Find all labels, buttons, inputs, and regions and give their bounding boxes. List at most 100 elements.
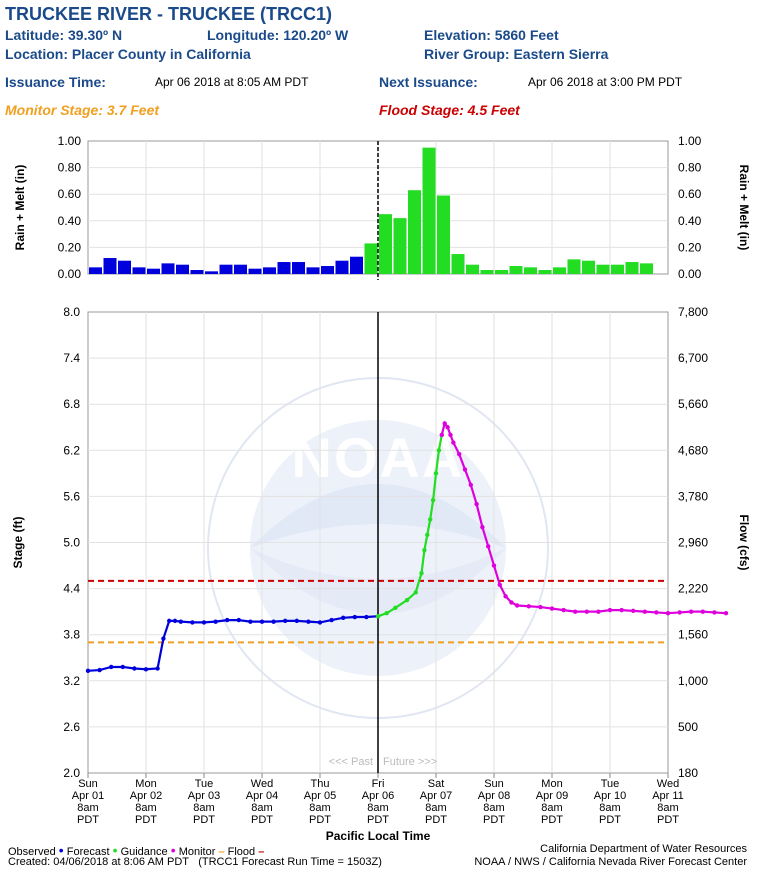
observed-stage-point [109,664,114,670]
stage-xtick-label: Apr 09 [536,790,568,802]
observed-stage-point [306,619,311,624]
stage-ytick-left: 8.0 [63,305,80,319]
forecast-rain-bar [393,218,407,274]
forecast-rain-bar [408,190,421,274]
created-timestamp: Created: 04/06/2018 at 8:06 AM PDT (TRCC… [8,856,382,868]
monitor-stage-point [677,610,682,615]
forecast-rain-bar [640,263,653,274]
legend-flood: Flood [227,846,256,858]
stage-xtick-label: 8am [483,802,504,814]
forecast-rain-bar [495,270,508,274]
stage-xtick-label: Apr 02 [130,790,162,802]
forecast-rain-bar [437,195,450,274]
guidance-stage-point [375,614,381,619]
monitor-stage-point [497,582,502,587]
legend: Observed • Forecast • Guidance • Monitor… [8,842,264,858]
forecast-rain-bar [451,254,465,274]
stage-xtick-label: Sun [78,778,98,790]
stage-ytick-left: 7.4 [63,351,80,365]
guidance-stage-point [393,605,398,611]
observed-stage-point [236,617,241,623]
stage-xtick-label: PDT [425,814,447,826]
flow-ytick-right: 6,700 [678,351,708,365]
observed-rain-bar [277,262,291,274]
observed-rain-bar [103,258,117,274]
rain-ytick-right: 0.60 [678,187,702,201]
next-issuance-label: Next Issuance: [379,74,478,90]
guidance-stage-point [419,571,424,576]
rain-ytick-right: 0.20 [678,240,702,254]
rain-ytick-left: 0.80 [58,161,82,175]
stage-xtick-label: 8am [541,802,562,814]
legend-observed: Observed [8,846,56,858]
observed-rain-bar [89,267,102,274]
observed-rain-bar [321,266,334,274]
observed-stage-point [172,618,178,624]
stage-ytick-left: 2.0 [63,766,80,780]
legend-flood-dash: – [258,846,265,858]
monitor-stage-point [607,607,613,613]
observed-stage-point [190,620,195,625]
observed-rain-bar [132,267,146,274]
stage-xtick-label: PDT [193,814,215,826]
observed-stage-point [271,619,276,624]
forecast-rain-bar [611,264,624,274]
stage-xtick-label: PDT [135,814,157,826]
monitor-stage-point [526,604,531,609]
monitor-stage-point [462,467,468,472]
observed-rain-bar [161,263,175,274]
monitor-stage-point [596,609,601,614]
observed-stage-point [294,618,299,624]
stage-xtick-label: Tue [601,778,620,790]
observed-stage-point [178,619,183,624]
monitor-stage-point [573,609,578,614]
observed-rain-bar [335,260,349,274]
guidance-stage-point [422,547,427,553]
monitor-stage-point [712,610,717,615]
monitor-stage-point [451,440,456,445]
monitor-stage-point [642,609,647,614]
forecast-rain-bar [596,264,610,274]
stage-xtick-label: PDT [77,814,99,826]
stage-xtick-label: 8am [425,802,446,814]
monitor-stage-point [549,606,555,611]
observed-rain-bar [292,262,305,274]
forecast-rain-bar [553,267,566,274]
stage-ytick-left: 5.6 [63,489,80,503]
stage-xtick-label: PDT [657,814,679,826]
elevation: Elevation: 5860 Feet [424,27,559,43]
forecast-rain-bar [422,147,436,274]
forecast-rain-bar [379,214,392,274]
observed-rain-bar [350,256,363,274]
monitor-stage-point [448,432,453,438]
stage-ytick-left: 3.8 [63,628,80,642]
observed-stage-point [201,620,207,625]
observed-rain-bar [118,260,131,274]
legend-monitor: Monitor [178,846,216,858]
legend-guidance-marker: • [112,842,118,858]
stage-xtick-label: 8am [367,802,388,814]
latitude: Latitude: 39.30º N [5,27,123,43]
monitor-stage-point [631,608,636,614]
noaa-credit: NOAA / NWS / California Nevada River For… [474,856,747,868]
stage-xtick-label: Apr 08 [478,790,510,802]
observed-stage-point [225,617,230,623]
gauge-title: TRUCKEE RIVER - TRUCKEE (TRCC1) [5,4,333,24]
monitor-stage-point [468,482,473,488]
observed-stage-point [167,618,172,624]
monitor-stage-point [491,563,497,568]
rain-ytick-left: 0.60 [58,187,82,201]
location: Location: Placer County in California [5,46,251,62]
stage-ytick-left: 6.2 [63,443,80,457]
observed-rain-bar [147,268,160,274]
rain-ytick-left: 1.00 [58,134,82,148]
stage-xtick-label: Thu [311,778,330,790]
rain-ytick-right: 0.00 [678,267,702,281]
flow-ytick-right: 5,660 [678,397,708,411]
guidance-stage-point [433,471,439,476]
monitor-stage-label: Monitor Stage: 3.7 Feet [5,102,160,118]
stage-xtick-label: PDT [367,814,389,826]
guidance-stage-point [436,448,442,453]
monitor-stage-point [474,501,479,507]
